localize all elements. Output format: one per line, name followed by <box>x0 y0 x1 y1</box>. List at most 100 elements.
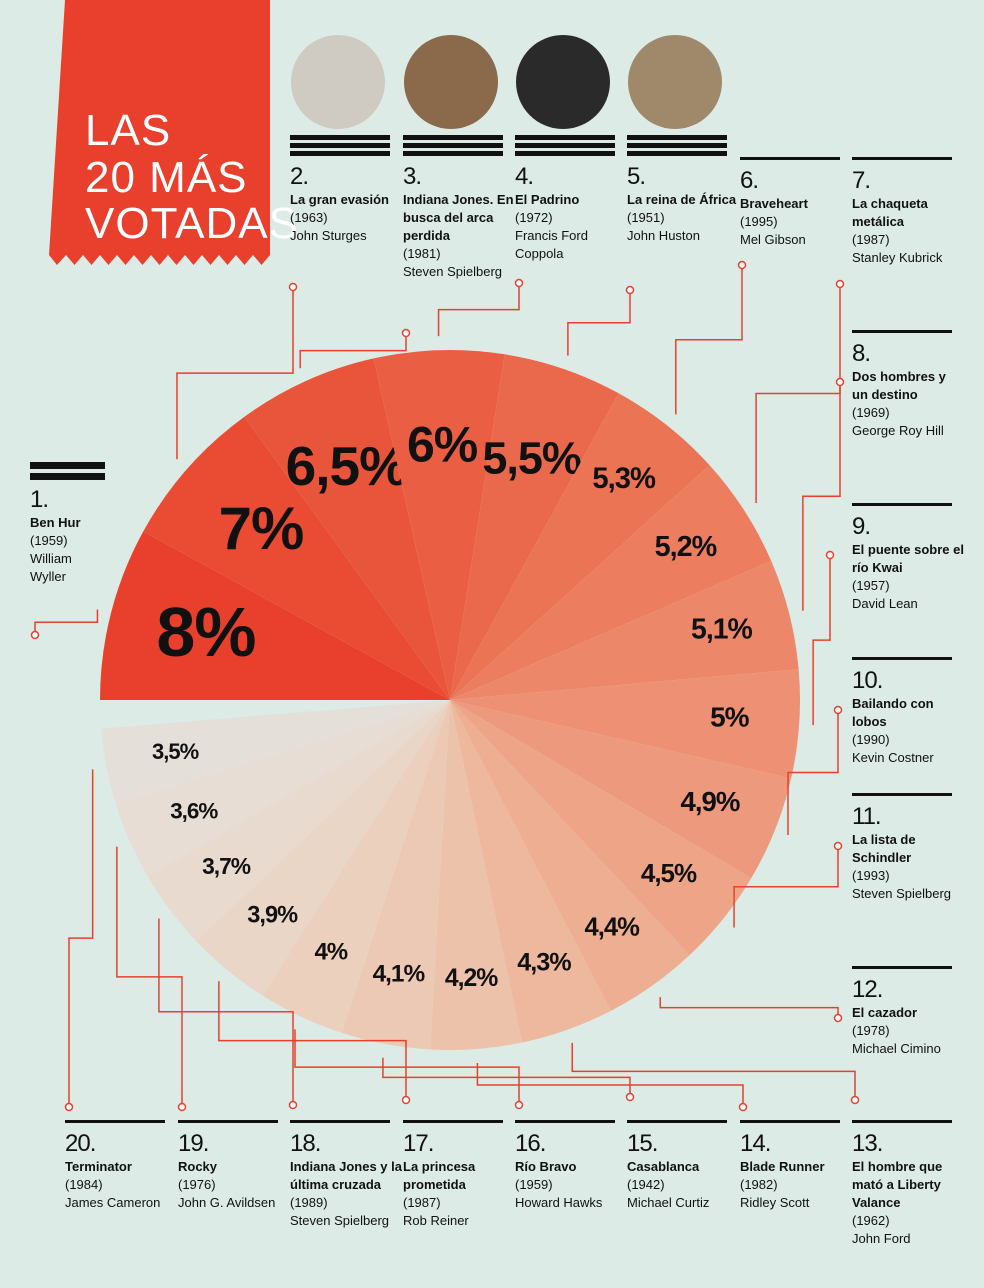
movie-label: 14. Blade Runner (1982) Ridley Scott <box>740 1130 852 1212</box>
connector <box>176 287 294 460</box>
rank-rule <box>515 1120 615 1123</box>
movie-label: 20. Terminator (1984) James Cameron <box>65 1130 177 1212</box>
connector <box>675 265 743 415</box>
photo <box>516 35 610 129</box>
value-label: 5,3% <box>592 463 656 495</box>
movie-label: 12. El cazador (1978) Michael Cimino <box>852 976 964 1058</box>
movie-label: 3. Indiana Jones. En busca del arca perdi… <box>403 163 515 281</box>
movie-label: 8. Dos hombres y un destino (1969) George R… <box>852 340 964 440</box>
movie-rank: 15. <box>627 1130 658 1157</box>
movie-rank: 3. <box>403 163 422 190</box>
rank-rule <box>740 157 840 160</box>
movie-rank: 6. <box>740 167 759 194</box>
movie-title: Río Bravo <box>515 1159 577 1174</box>
pie-slice <box>196 700 450 996</box>
rank-rule <box>852 503 952 506</box>
movie-title: Ben Hur <box>30 515 81 530</box>
connector <box>755 284 841 504</box>
movie-year: (1976) <box>178 1177 216 1192</box>
movie-title: El hombre que mató a Liberty Valance <box>852 1159 943 1210</box>
movie-director: Kevin Costner <box>852 750 934 765</box>
movie-year: (1993) <box>852 868 890 883</box>
value-label: 4,4% <box>585 913 641 941</box>
movie-rank: 2. <box>290 163 309 190</box>
connector-dot <box>833 1013 843 1023</box>
value-label: 7% <box>219 495 304 562</box>
photo <box>404 35 498 129</box>
movie-director: John G. Avildsen <box>178 1195 276 1210</box>
connector <box>34 609 99 635</box>
value-label: 4,9% <box>681 786 740 817</box>
movie-rank: 19. <box>178 1130 209 1157</box>
rank-rule <box>852 793 952 796</box>
connector <box>382 1057 631 1097</box>
connector-dot <box>737 260 747 270</box>
movie-title: Rocky <box>178 1159 218 1174</box>
movie-year: (1978) <box>852 1023 890 1038</box>
pie-slice <box>430 700 523 1050</box>
rank-rule <box>740 1120 840 1123</box>
movie-title: Braveheart <box>740 196 808 211</box>
movie-label: 19. Rocky (1976) John G. Avildsen <box>178 1130 290 1212</box>
rank-bar <box>515 143 615 148</box>
connector-dot <box>850 1095 860 1105</box>
movie-year: (1982) <box>740 1177 778 1192</box>
connector-dot <box>835 377 845 387</box>
movie-rank: 4. <box>515 163 534 190</box>
movie-year: (1972) <box>515 210 553 225</box>
pie-slice <box>101 700 450 804</box>
movie-rank: 17. <box>403 1130 434 1157</box>
movie-year: (1984) <box>65 1177 103 1192</box>
connector <box>294 1029 520 1105</box>
connector <box>476 1062 744 1107</box>
movie-rank: 11. <box>852 803 882 830</box>
pie-slice <box>450 700 792 879</box>
pie-slice <box>143 416 450 700</box>
connector <box>158 918 294 1105</box>
pie-slice <box>450 354 619 700</box>
movie-label: 10. Bailando con lobos (1990) Kevin Costner <box>852 667 964 767</box>
movie-title: Indiana Jones. En busca del arca perdida <box>403 192 514 243</box>
rank-bar <box>290 151 390 156</box>
movie-label: 17. La princesa prometida (1987) Rob Reiner <box>403 1130 515 1230</box>
connector-dot <box>514 278 524 288</box>
rank-rule <box>852 966 952 969</box>
connector-dot <box>625 1092 635 1102</box>
movie-year: (1942) <box>627 1177 665 1192</box>
movie-label: 6. Braveheart (1995) Mel Gibson <box>740 167 852 249</box>
movie-rank: 16. <box>515 1130 546 1157</box>
title-banner <box>49 0 270 265</box>
photo <box>291 35 385 129</box>
movie-title: La lista de Schindler <box>852 832 916 865</box>
pie-slice <box>450 465 772 700</box>
movie-rank: 7. <box>852 167 871 194</box>
value-label: 4% <box>314 939 347 966</box>
movie-director: Michael Curtiz <box>627 1195 710 1210</box>
movie-director: Stanley Kubrick <box>852 250 943 265</box>
movie-label: 7. La chaqueta metálica (1987) Stanley Kubr… <box>852 167 964 267</box>
movie-director: William Wyller <box>30 551 72 584</box>
movie-rank: 12. <box>852 976 883 1003</box>
connector-dot <box>825 550 835 560</box>
value-label: 3,7% <box>202 853 251 879</box>
movie-director: John Ford <box>852 1231 911 1246</box>
movie-title: El cazador <box>852 1005 918 1020</box>
value-label: 8% <box>156 593 255 671</box>
rank-bar <box>515 151 615 156</box>
photo <box>628 35 722 129</box>
movie-label: 16. Río Bravo (1959) Howard Hawks <box>515 1130 627 1212</box>
rank-bar <box>403 143 503 148</box>
connectors <box>30 260 860 1112</box>
movie-rank: 1. <box>30 486 49 513</box>
rank-bar <box>30 473 105 480</box>
title-line: 20 MÁS <box>85 153 248 202</box>
photos <box>291 35 722 129</box>
title-line: LAS <box>85 106 171 155</box>
connector-dot <box>177 1102 187 1112</box>
title-line: VOTADAS <box>85 199 299 248</box>
connector-dot <box>64 1102 74 1112</box>
movie-year: (1957) <box>852 578 890 593</box>
rank-rule <box>627 1120 727 1123</box>
movie-year: (1987) <box>852 232 890 247</box>
